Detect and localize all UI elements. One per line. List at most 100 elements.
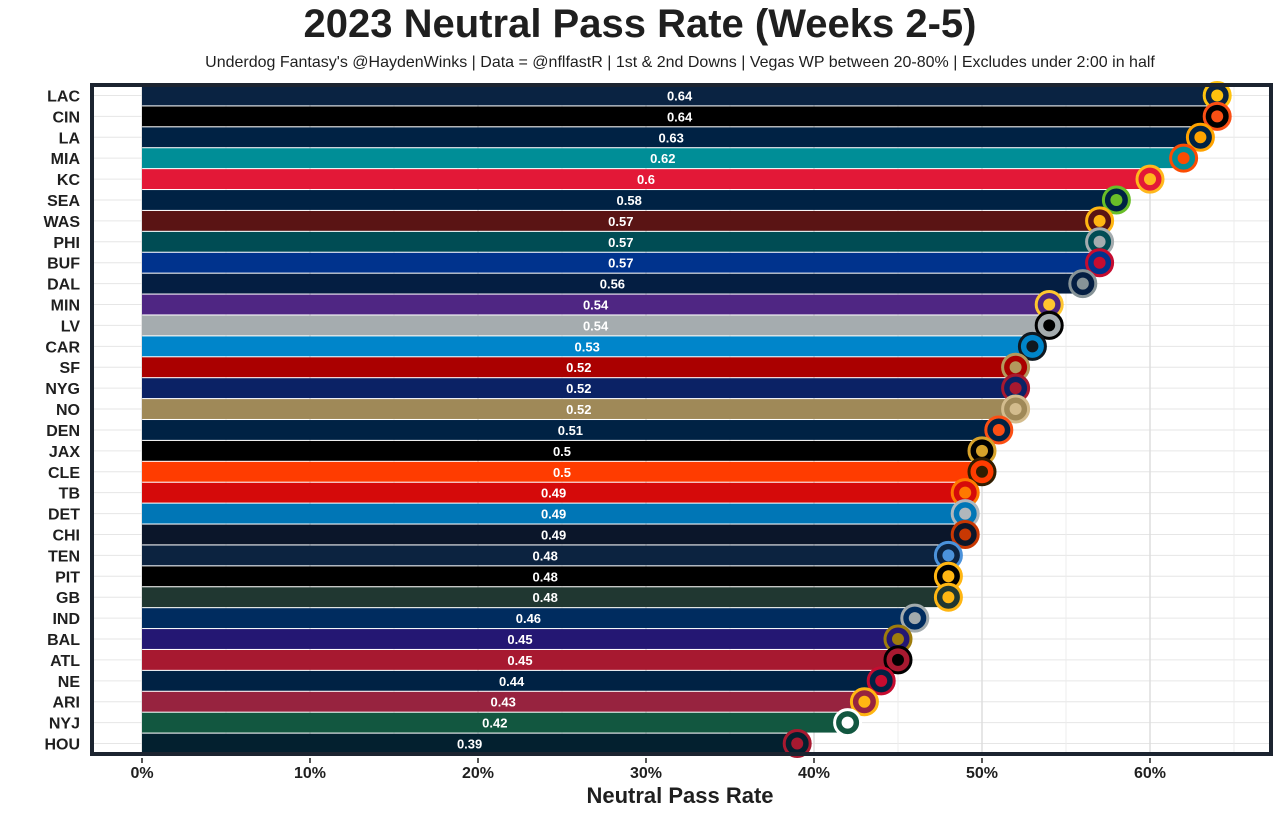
bar-sf — [142, 357, 1016, 378]
category-label: NO — [56, 402, 80, 419]
value-label: 0.45 — [507, 653, 532, 668]
category-label: CIN — [52, 109, 80, 126]
category-label: ATL — [50, 653, 80, 670]
team-logo-icon — [1135, 164, 1165, 194]
category-label: DEN — [46, 423, 80, 440]
category-label: TEN — [48, 548, 80, 565]
x-tick-label: 0% — [130, 765, 153, 782]
category-label: DET — [48, 507, 80, 524]
value-label: 0.52 — [566, 381, 591, 396]
category-label: JAX — [49, 444, 80, 461]
value-label: 0.45 — [507, 632, 532, 647]
team-logo-icon — [1169, 143, 1199, 173]
value-label: 0.43 — [491, 695, 516, 710]
team-logo-icon — [1034, 310, 1064, 340]
value-label: 0.48 — [533, 569, 558, 584]
category-label: SEA — [47, 193, 80, 210]
bar-ten — [142, 545, 949, 566]
x-tick-label: 60% — [1134, 765, 1166, 782]
chart-title: 2023 Neutral Pass Rate (Weeks 2-5) — [303, 2, 977, 46]
x-tick-label: 50% — [966, 765, 998, 782]
team-logo-icon — [900, 603, 930, 633]
team-logo-icon — [967, 436, 997, 466]
bar-ne — [142, 670, 882, 691]
category-label: NYJ — [49, 716, 80, 733]
bar-chi — [142, 524, 966, 545]
value-labels-group: 0.64 0.64 0.63 0.62 0.6 0.58 0.57 0.57 0.57 0.56 0… — [457, 88, 693, 751]
bar-bal — [142, 629, 898, 649]
bar-ind — [142, 608, 915, 629]
value-label: 0.53 — [575, 339, 600, 354]
team-logo-icon — [883, 645, 913, 675]
value-label: 0.5 — [553, 444, 571, 459]
team-logos-group — [782, 80, 1232, 759]
value-label: 0.44 — [499, 674, 525, 689]
bar-mia — [142, 148, 1184, 169]
x-tick-labels-group: 0% 10% 20% 30% 40% 50% 60% — [130, 758, 1166, 782]
category-label: LA — [59, 130, 81, 147]
category-label: KC — [57, 172, 81, 189]
team-logo-icon — [1202, 101, 1232, 131]
category-label: LV — [61, 318, 81, 335]
bar-jax — [142, 440, 982, 461]
value-label: 0.48 — [533, 590, 558, 605]
bar-tb — [142, 482, 966, 503]
bars-group — [142, 85, 1218, 754]
team-logo-icon — [1101, 185, 1131, 215]
team-logo-icon — [950, 499, 980, 529]
value-label: 0.49 — [541, 486, 566, 501]
team-logo-icon — [866, 666, 896, 696]
bar-buf — [142, 252, 1100, 273]
x-tick-label: 10% — [294, 765, 326, 782]
bar-nyg — [142, 378, 1016, 399]
category-label: NYG — [45, 381, 80, 398]
bar-pit — [142, 566, 949, 587]
category-label: BUF — [47, 256, 80, 273]
team-logo-icon — [782, 729, 812, 759]
value-label: 0.57 — [608, 256, 633, 271]
value-label: 0.52 — [566, 402, 591, 417]
value-label: 0.51 — [558, 423, 583, 438]
value-label: 0.52 — [566, 360, 591, 375]
category-label: NE — [58, 674, 81, 691]
bar-lv — [142, 315, 1050, 336]
category-labels-group: LAC CIN LA MIA KC SEA WAS PHI BUF DAL MIN LV CAR SF NY… — [44, 88, 81, 753]
value-label: 0.54 — [583, 298, 609, 313]
bar-phi — [142, 231, 1100, 252]
team-logo-icon — [967, 457, 997, 487]
category-label: DAL — [47, 277, 80, 294]
team-logo-icon — [1001, 394, 1031, 424]
x-axis-title: Neutral Pass Rate — [586, 783, 773, 808]
chart-subtitle: Underdog Fantasy's @HaydenWinks | Data =… — [205, 54, 1155, 71]
category-label: TB — [59, 486, 80, 503]
category-label: CHI — [52, 527, 80, 544]
category-label: IND — [52, 611, 80, 628]
value-label: 0.6 — [637, 172, 655, 187]
category-label: BAL — [47, 632, 80, 649]
bar-sea — [142, 190, 1117, 210]
category-label: LAC — [47, 88, 80, 105]
value-label: 0.46 — [516, 611, 541, 626]
value-label: 0.58 — [617, 193, 642, 208]
category-label: HOU — [44, 737, 80, 754]
category-label: MIA — [51, 151, 81, 168]
plot-border — [90, 83, 1273, 756]
team-logo-icon — [1185, 122, 1215, 152]
category-label: PIT — [55, 569, 80, 586]
bar-la — [142, 127, 1201, 148]
bar-was — [142, 210, 1100, 231]
value-label: 0.5 — [553, 465, 571, 480]
bar-dal — [142, 273, 1083, 294]
bar-lac — [142, 85, 1218, 106]
bar-kc — [142, 169, 1150, 190]
value-label: 0.64 — [667, 88, 693, 103]
team-logo-icon — [1085, 248, 1115, 278]
value-label: 0.49 — [541, 527, 566, 542]
x-tick-label: 20% — [462, 765, 494, 782]
bar-car — [142, 336, 1033, 357]
category-label: CLE — [48, 465, 80, 482]
value-label: 0.56 — [600, 277, 625, 292]
category-label: PHI — [53, 235, 80, 252]
bar-no — [142, 399, 1016, 419]
